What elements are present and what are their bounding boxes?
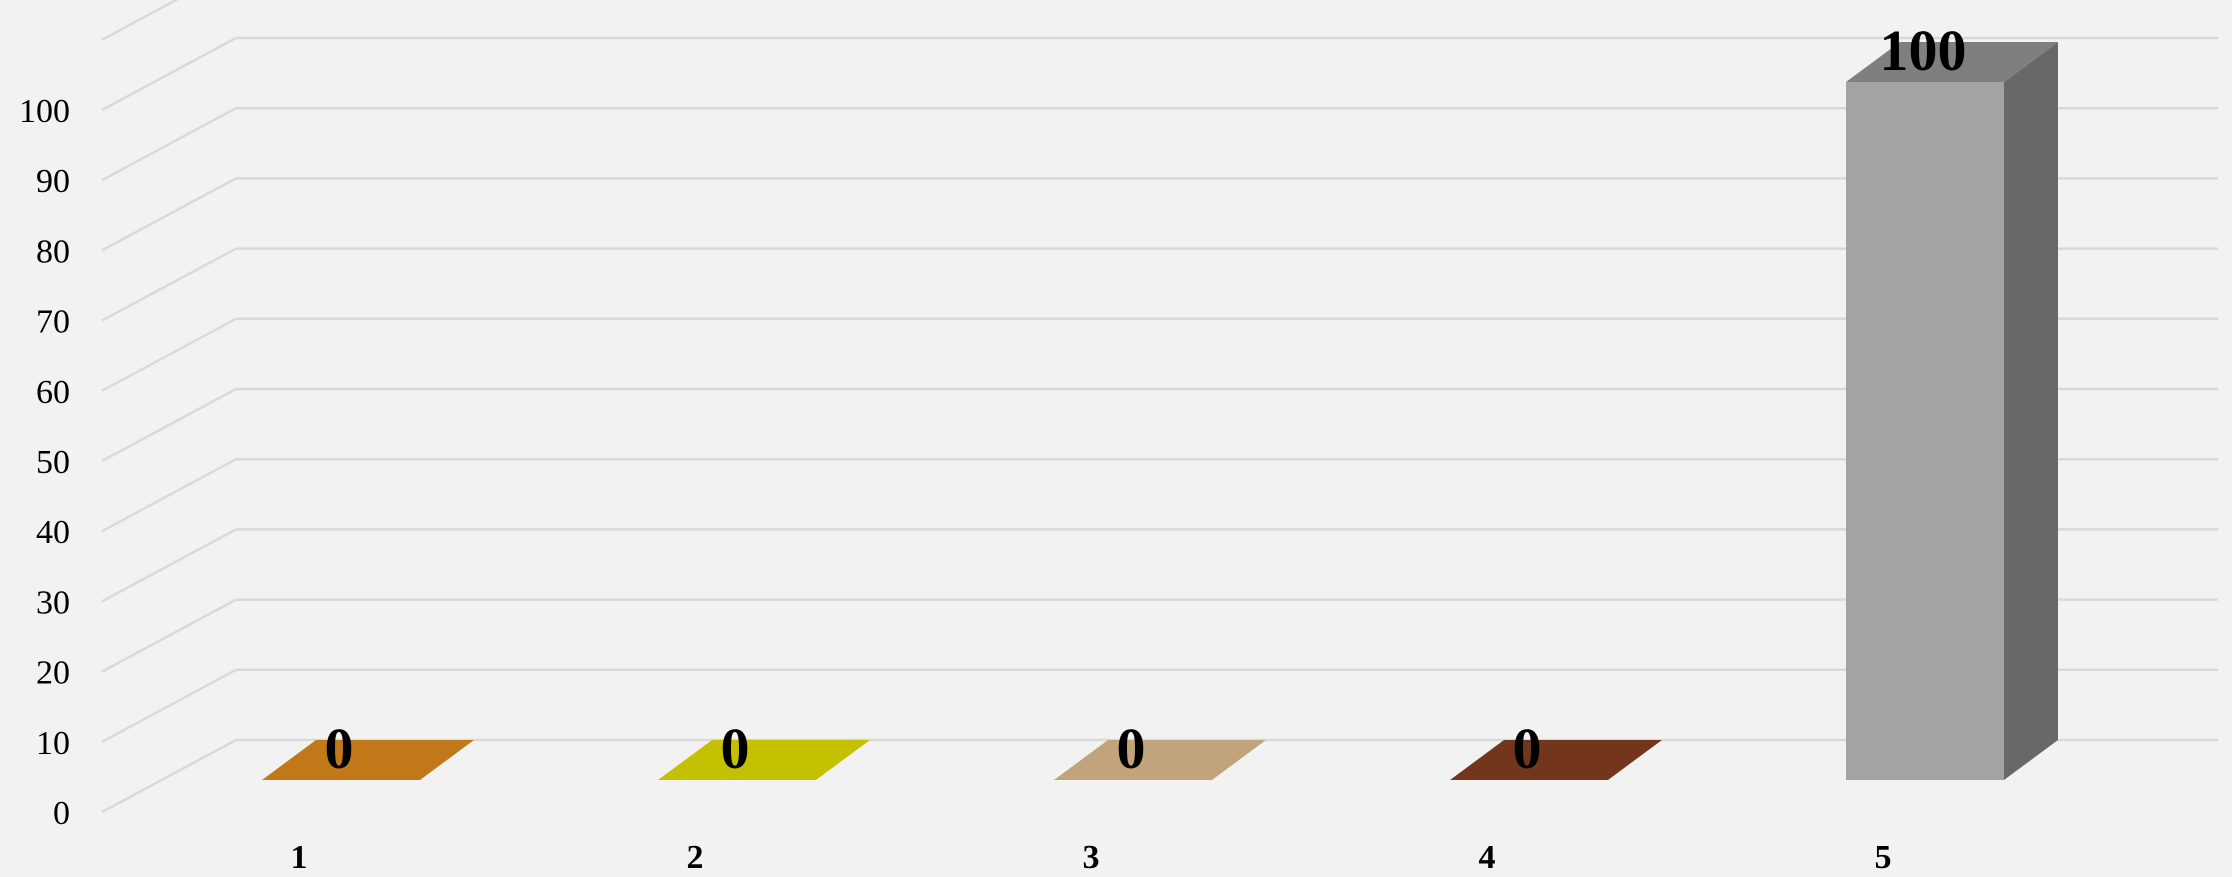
y-tick-label: 80: [36, 233, 70, 270]
x-tick-label: 3: [1083, 839, 1100, 872]
y-tick-label: 90: [36, 163, 70, 200]
bar-top: [1054, 740, 1266, 780]
y-tick-label: 60: [36, 374, 70, 411]
data-label: 0: [721, 716, 750, 781]
gridline-side: [101, 668, 237, 743]
y-tick-label: 10: [36, 725, 70, 762]
x-axis-tick-labels: 1 2 3 4 5: [291, 839, 1892, 876]
y-axis-tick-labels: 0 10 20 30 40 50 60 70 80 90 100: [19, 93, 70, 832]
gridline-side: [101, 0, 179, 41]
bar: [1846, 42, 2058, 780]
y-tick-label: 40: [36, 514, 70, 551]
bar-top: [658, 740, 870, 780]
data-label: 0: [1117, 716, 1146, 781]
y-tick-label: 50: [36, 444, 70, 481]
bar-top: [1846, 42, 2058, 82]
bar-top: [1450, 740, 1662, 780]
bar-side: [2004, 42, 2058, 780]
x-tick-label: 5: [1875, 839, 1892, 872]
data-label: 0: [1513, 716, 1542, 781]
x-tick-label: 2: [687, 839, 704, 872]
bar: [1054, 740, 1266, 780]
y-tick-label: 0: [53, 795, 70, 832]
gridline-side: [101, 387, 237, 463]
bars: [262, 42, 2058, 780]
y-tick-label: 20: [36, 655, 70, 692]
gridline-side: [101, 247, 237, 322]
bar: [1450, 740, 1662, 780]
y-tick-label: 100: [19, 93, 70, 130]
gridline-side: [101, 458, 237, 533]
x-tick-label: 1: [291, 839, 308, 872]
bar-front: [1846, 82, 2004, 780]
gridline-side: [101, 107, 237, 182]
gridline-side: [101, 177, 237, 252]
bar: [658, 740, 870, 780]
gridline-side: [101, 598, 237, 673]
x-tick-label: 4: [1479, 839, 1496, 872]
gridline-side: [101, 738, 237, 814]
data-label: 0: [325, 716, 354, 781]
gridline-side: [101, 36, 237, 112]
y-tick-label: 30: [36, 584, 70, 621]
gridline-side: [101, 317, 237, 392]
data-labels: 0 0 0 0 100: [325, 18, 1967, 781]
data-label: 100: [1880, 18, 1967, 83]
gridline-side: [101, 528, 237, 603]
bar-top: [262, 740, 474, 780]
bar: [262, 740, 474, 780]
y-tick-label: 70: [36, 304, 70, 341]
